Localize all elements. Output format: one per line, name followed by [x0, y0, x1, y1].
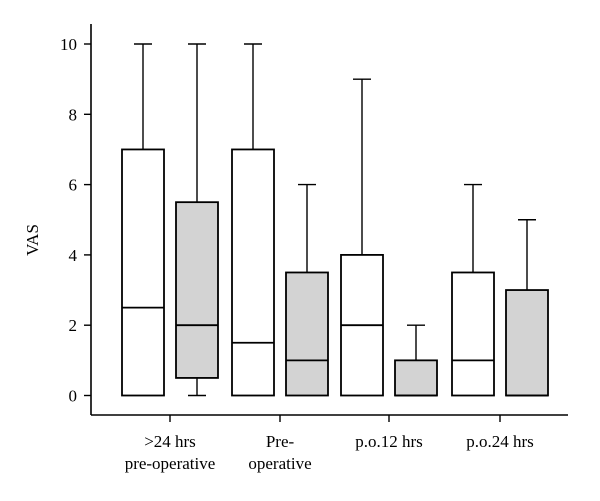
- box-iqr: [394, 359, 438, 397]
- y-tick-label: 6: [69, 176, 78, 195]
- box-iqr: [121, 148, 165, 397]
- y-axis: 0 2 4 6 8 10: [60, 24, 92, 415]
- x-category-label: pre-operative: [125, 454, 216, 473]
- y-tick-label: 10: [60, 35, 77, 54]
- box-element: [285, 183, 329, 397]
- box-element: [394, 324, 438, 397]
- y-axis-title: VAS: [23, 224, 42, 256]
- x-axis: >24 hrs pre-operative Pre-operative p.o.12 …: [91, 414, 568, 473]
- box-element: [175, 43, 219, 397]
- x-category-label: p.o.24 hrs: [466, 432, 534, 451]
- box-element: [340, 78, 384, 397]
- box-element: [505, 219, 549, 397]
- x-category-label: >24 hrs: [144, 432, 196, 451]
- box-iqr: [175, 201, 219, 379]
- y-tick-label: 0: [69, 387, 78, 406]
- box-iqr: [285, 271, 329, 397]
- y-tick-label: 8: [69, 105, 78, 124]
- box-iqr: [231, 148, 275, 397]
- box-element: [451, 183, 495, 397]
- x-category-label: Pre-: [266, 432, 295, 451]
- box-element: [231, 43, 275, 397]
- x-category-label: p.o.12 hrs: [355, 432, 423, 451]
- y-tick-label: 2: [69, 316, 78, 335]
- x-category-label: operative: [248, 454, 311, 473]
- y-tick-label: 4: [69, 246, 78, 265]
- box-iqr: [505, 289, 549, 397]
- box-iqr: [451, 271, 495, 397]
- box-series: [121, 43, 549, 397]
- box-element: [121, 43, 165, 397]
